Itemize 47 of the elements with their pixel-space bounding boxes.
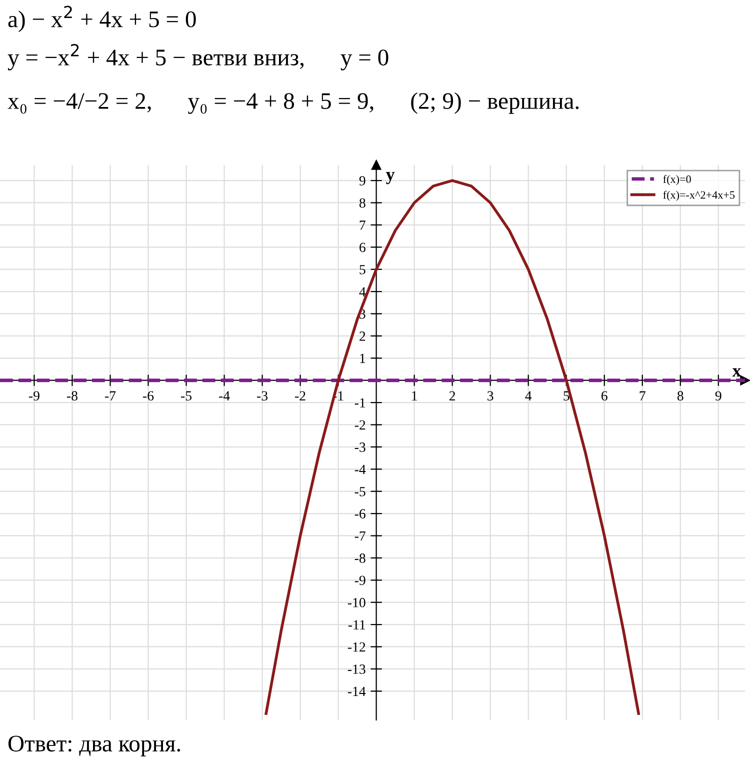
y-tick-label: -9	[354, 576, 366, 586]
x-tick-label: 5	[564, 391, 570, 401]
y-tick-label: 6	[360, 242, 366, 252]
y-tick-label: 1	[360, 354, 366, 363]
x-tick-label: 7	[640, 391, 646, 400]
text: y = −x$^{2}$ + 4x + 5 − ветви вниз, y = 0	[8, 44, 388, 70]
x-tick-label: -9	[28, 391, 40, 401]
x-tick-label: 1	[412, 391, 417, 400]
x-tick-label: 2	[449, 391, 456, 400]
x-tick-label: -3	[257, 391, 268, 401]
x-axis-title: x	[732, 368, 742, 376]
y-tick-label: -2	[354, 420, 366, 430]
text: x₀ = −4/−2 = 2, y₀ = −4 + 8 + 5 = 9, (2; 9) − вершина.	[8, 92, 579, 114]
y-tick-label: -5	[354, 487, 366, 496]
x-tick-label: 9	[715, 391, 722, 401]
y-tick-label: 2	[360, 332, 366, 341]
y-tick-label: -6	[354, 509, 366, 518]
y-tick-label: 9	[359, 176, 366, 186]
y-tick-label: 8	[359, 198, 366, 208]
y-tick-label: 4	[359, 287, 366, 296]
x-tick-label: 3	[488, 391, 494, 401]
x-tick-label: -4	[218, 391, 230, 400]
y-axis-title: y	[386, 172, 395, 184]
x-tick-label: -6	[142, 391, 154, 401]
y-tick-label: -4	[354, 464, 366, 474]
x-tick-label: -5	[180, 391, 192, 401]
y-tick-label: -11	[348, 620, 366, 630]
y-tick-label: -10	[348, 598, 366, 608]
y-tick-label: -3	[354, 442, 366, 452]
legend-label: f(x)=0	[663, 175, 691, 186]
y-tick-label: -14	[348, 686, 366, 696]
x-tick-label: -2	[295, 391, 306, 400]
legend-label: f(x)=-x^2+4x+5	[663, 190, 735, 201]
y-tick-label: -8	[354, 554, 366, 563]
text: Ответ: два корня.	[8, 736, 180, 756]
x-tick-label: 6	[601, 391, 608, 401]
y-tick-label: -7	[354, 531, 366, 541]
y-tick-label: 7	[360, 220, 366, 230]
x-tick-label: 4	[525, 391, 532, 400]
x-tick-label: 8	[677, 391, 684, 401]
y-tick-label: 5	[360, 265, 366, 274]
text: а) − x$^{2}$ + 4x + 5 = 0	[8, 6, 196, 32]
x-tick-label: -8	[66, 391, 78, 401]
x-tick-label: -7	[104, 391, 116, 400]
y-tick-label: -13	[348, 664, 366, 674]
y-tick-label: -12	[348, 642, 366, 652]
y-tick-label: -1	[354, 398, 366, 408]
